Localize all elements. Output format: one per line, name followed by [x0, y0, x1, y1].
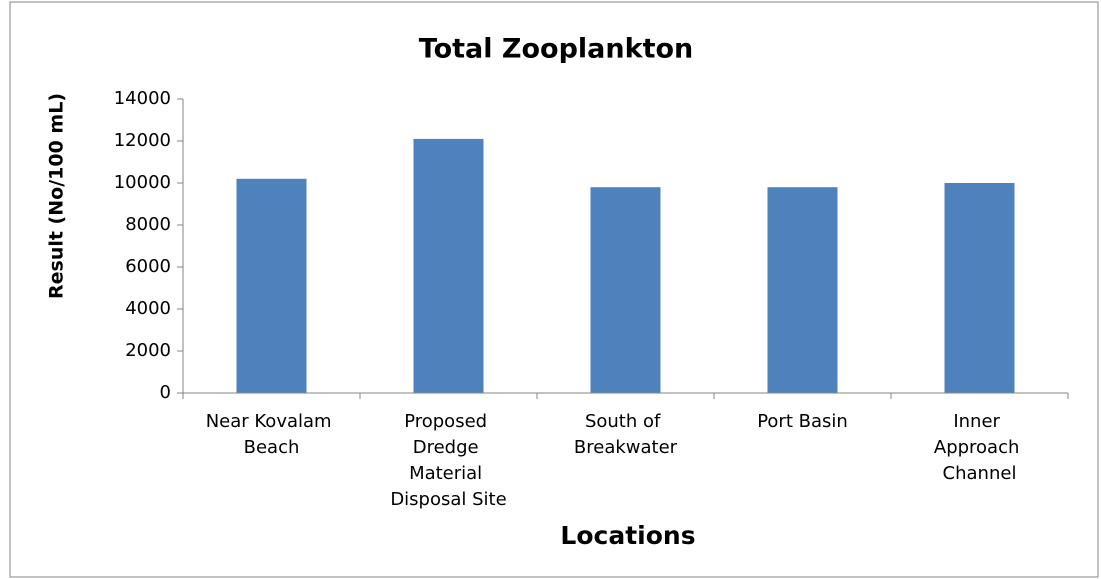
x-tick-label-line: Approach — [934, 437, 1025, 458]
x-axis-title: Locations — [560, 521, 695, 550]
x-tick-label-line: Beach — [244, 437, 300, 458]
x-tick-label: Proposed Dredge Material Disposal Site — [390, 411, 506, 510]
bar — [590, 187, 661, 393]
chart-frame — [9, 1, 1099, 578]
y-tick-label: 2000 — [125, 340, 171, 361]
x-tick-label-line: South of — [585, 411, 666, 432]
y-tick-label: 12000 — [114, 130, 171, 151]
x-tick-label: South of Breakwater — [574, 411, 678, 458]
x-tick-label-line: Inner — [953, 411, 1005, 432]
y-tick-label: 4000 — [125, 298, 171, 319]
bar — [944, 183, 1015, 393]
x-tick-label-line: Channel — [943, 463, 1017, 484]
x-tick-label-line: Proposed — [404, 411, 493, 432]
x-tick-label: Inner Approach Channel — [934, 411, 1025, 484]
x-tick-label-line: Dredge — [413, 437, 485, 458]
bar — [236, 178, 307, 393]
x-tick-label-line: Breakwater — [574, 437, 678, 458]
y-tick-label: 6000 — [125, 256, 171, 277]
y-tick-label: 8000 — [125, 214, 171, 235]
bar — [767, 187, 838, 393]
x-tick-label-line: Near Kovalam — [206, 411, 338, 432]
x-tick-label: Near Kovalam Beach — [206, 411, 338, 458]
chart-title: Total Zooplankton — [419, 34, 694, 65]
y-tick-label: 10000 — [114, 172, 171, 193]
x-tick-label-line: Disposal Site — [390, 489, 506, 510]
y-tick-label: 0 — [160, 382, 171, 403]
y-tick-label: 14000 — [114, 88, 171, 109]
bar — [413, 138, 484, 393]
x-tick-label: Port Basin — [757, 411, 848, 432]
x-tick-label-line: Material — [409, 463, 488, 484]
x-tick-label-line: Port Basin — [757, 411, 848, 432]
y-axis-title: Result (No/100 mL) — [46, 93, 68, 299]
